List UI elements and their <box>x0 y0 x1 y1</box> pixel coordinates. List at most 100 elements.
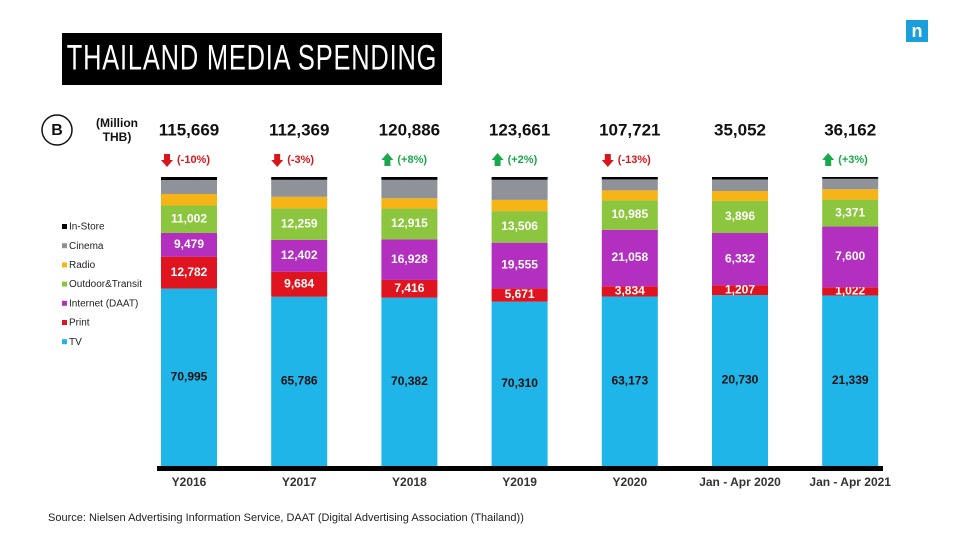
bar-segment <box>822 226 879 288</box>
bar-segment <box>271 239 328 272</box>
bar-segment <box>712 233 768 286</box>
bar-segment <box>381 179 438 199</box>
currency-icon <box>41 114 73 146</box>
bar-segment <box>381 177 438 180</box>
logo: n <box>912 21 923 41</box>
currency-symbol: B <box>51 122 63 139</box>
title-box <box>62 33 442 85</box>
bar-segment <box>271 196 328 209</box>
chart-title: THAILAND MEDIA SPENDING <box>67 37 437 77</box>
value-label: 9,479 <box>174 237 204 251</box>
change-arrow <box>491 153 504 166</box>
value-label: 7,416 <box>394 281 424 295</box>
change-arrow <box>601 154 614 167</box>
bar-segment <box>712 191 768 201</box>
value-label: 12,259 <box>281 216 318 230</box>
legend-label: In-Store <box>69 222 105 233</box>
bar-segment <box>271 177 328 180</box>
bar-segment <box>712 295 768 466</box>
change-label: (-3%) <box>287 154 314 166</box>
change-label: (+3%) <box>838 154 868 166</box>
value-label: 10,985 <box>611 207 648 221</box>
bar-segment <box>601 229 658 287</box>
bar-segment <box>271 208 328 240</box>
bar-segment <box>491 288 548 302</box>
value-label: 6,332 <box>725 251 755 265</box>
x-tick-label: Y2017 <box>282 475 317 489</box>
value-label: 3,371 <box>835 205 865 219</box>
change-label: (-13%) <box>618 154 651 166</box>
bar-segment <box>491 211 548 243</box>
bar-segment <box>491 242 548 289</box>
bar-segment <box>491 301 548 466</box>
value-label: 16,928 <box>391 252 428 266</box>
change-arrow <box>161 154 173 167</box>
value-label: 11,002 <box>171 211 207 225</box>
bar-segment <box>271 296 328 466</box>
bar-segment <box>601 190 658 201</box>
value-label: 12,782 <box>171 265 208 279</box>
bar-segment <box>822 295 879 466</box>
bar-segment <box>161 193 217 206</box>
value-label: 21,058 <box>611 250 648 264</box>
bar-segment <box>822 189 879 200</box>
x-tick-label: Jan - Apr 2020 <box>699 475 781 489</box>
baseline <box>157 466 883 471</box>
value-label: 63,173 <box>611 373 648 387</box>
legend-swatch <box>62 339 67 345</box>
bar-segment <box>381 208 438 240</box>
legend-swatch <box>62 300 67 306</box>
change-label: (-10%) <box>177 154 210 166</box>
source-note: Source: Nielsen Advertising Information … <box>48 512 524 524</box>
value-label: 1,207 <box>725 282 755 296</box>
value-label: 21,339 <box>832 373 869 387</box>
bar-segment <box>161 288 217 466</box>
legend-label: TV <box>69 337 82 348</box>
x-tick-label: Y2019 <box>502 475 537 489</box>
logo-box <box>906 20 928 42</box>
bar-segment <box>491 179 548 200</box>
value-label: 3,834 <box>615 284 645 298</box>
bar-segment <box>601 200 658 230</box>
bar-segment <box>381 239 438 280</box>
legend-swatch <box>62 224 67 229</box>
bar-segment <box>161 179 217 194</box>
value-label: 65,786 <box>281 374 318 388</box>
legend-swatch <box>62 262 67 268</box>
bar-segment <box>822 199 879 227</box>
legend-label: Outdoor&Transit <box>69 279 142 290</box>
value-label: 3,896 <box>725 209 755 223</box>
change-arrow <box>822 153 835 166</box>
total-label: 115,669 <box>159 120 220 139</box>
bar-segment <box>161 177 217 180</box>
bar-segment <box>601 179 658 191</box>
bar-segment <box>712 179 768 192</box>
x-tick-label: Y2016 <box>172 475 207 489</box>
legend-swatch <box>62 281 67 287</box>
value-label: 12,915 <box>391 216 428 230</box>
unit-label: (Million THB) <box>96 116 138 144</box>
total-label: 107,721 <box>599 120 660 139</box>
bar-segment <box>161 232 217 257</box>
change-label: (+8%) <box>397 154 427 166</box>
legend-swatch <box>62 243 67 249</box>
bar-segment <box>271 179 328 197</box>
bar-segment <box>601 296 658 466</box>
bar-segment <box>822 178 879 190</box>
bar-segment <box>712 200 768 234</box>
bar-segment <box>161 256 217 289</box>
bar-segment <box>712 177 768 180</box>
value-label: 12,402 <box>281 248 318 262</box>
value-label: 5,671 <box>505 287 535 301</box>
total-label: 112,369 <box>269 120 330 139</box>
legend-swatch <box>62 320 67 325</box>
bar-segment <box>601 286 658 297</box>
bar-segment <box>601 177 658 180</box>
total-label: 36,162 <box>824 120 876 139</box>
change-label: (+2%) <box>508 154 538 166</box>
bar-segment <box>712 285 768 296</box>
legend-label: Print <box>69 318 90 329</box>
bar-segment <box>491 199 548 212</box>
